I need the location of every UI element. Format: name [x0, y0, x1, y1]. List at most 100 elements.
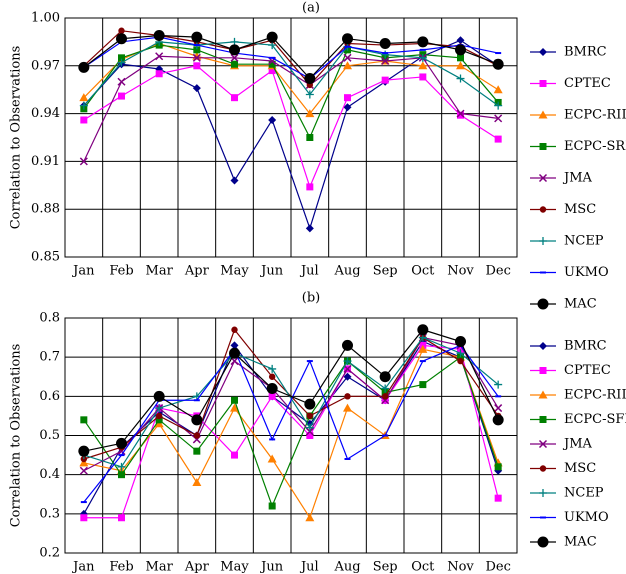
marker: [117, 77, 126, 86]
marker: [306, 183, 314, 191]
y-tick-label: 0.94: [31, 106, 60, 121]
x-tick-label: Jan: [71, 560, 95, 574]
marker: [494, 114, 503, 123]
marker: [231, 94, 238, 102]
marker: [79, 458, 89, 467]
x-tick-label: Oct: [411, 264, 435, 279]
marker: [419, 73, 427, 81]
legend-label: UKMO: [564, 510, 609, 525]
legend-marker: [538, 439, 548, 449]
marker: [494, 101, 503, 110]
marker: [155, 70, 163, 78]
marker: [455, 44, 466, 56]
y-tick-label: 0.97: [31, 58, 60, 73]
y-tick-label: 0.88: [31, 202, 60, 217]
marker: [456, 109, 465, 118]
marker: [343, 53, 352, 62]
legend-label: BMRC: [564, 45, 607, 60]
marker: [229, 347, 240, 359]
marker: [343, 61, 352, 70]
y-tick-label: 0.2: [39, 546, 60, 561]
marker: [193, 447, 201, 455]
legend-label: CPTEC: [564, 76, 611, 91]
legend-label: MSC: [564, 202, 596, 217]
legend-label: MSC: [564, 461, 596, 476]
marker: [304, 73, 316, 85]
marker: [192, 84, 201, 93]
legend-label: BMRC: [564, 339, 607, 354]
marker: [268, 67, 276, 75]
marker: [193, 46, 201, 54]
marker: [493, 85, 503, 94]
marker: [266, 383, 278, 394]
legend-label: MAC: [564, 535, 597, 550]
marker: [418, 53, 427, 62]
marker: [79, 101, 88, 110]
x-tick-label: Apr: [184, 560, 210, 574]
x-tick-label: Sep: [373, 264, 398, 279]
x-tick-label: Mar: [146, 264, 174, 279]
marker: [268, 502, 276, 510]
marker: [343, 364, 352, 373]
marker: [118, 92, 125, 100]
marker: [344, 393, 351, 400]
legend-marker: [539, 48, 547, 56]
marker: [231, 451, 238, 459]
y-tick-label: 0.7: [39, 350, 60, 365]
series-line: [83, 41, 499, 107]
y-tick-label: 0.5: [39, 428, 60, 443]
legend-marker: [537, 536, 549, 548]
legend-label: ECPC-SRM: [564, 139, 626, 154]
legend-marker: [537, 298, 549, 310]
marker: [304, 398, 316, 410]
marker: [230, 341, 239, 350]
marker: [191, 414, 203, 426]
legend-marker: [539, 342, 547, 350]
marker: [492, 414, 504, 426]
series-line: [83, 30, 499, 86]
marker: [230, 176, 239, 185]
marker: [455, 336, 466, 347]
marker: [80, 116, 88, 124]
marker: [231, 396, 238, 404]
series-line: [83, 344, 499, 503]
marker: [457, 111, 464, 119]
legend-label: ECPC-RII: [564, 388, 626, 403]
series-line: [83, 42, 499, 115]
series-line: [83, 34, 499, 80]
marker: [153, 30, 165, 42]
marker: [417, 36, 429, 48]
marker: [343, 103, 352, 112]
legend-marker: [538, 173, 548, 183]
marker: [231, 60, 238, 68]
marker: [116, 33, 127, 45]
y-tick-label: 0.85: [31, 250, 60, 265]
marker: [381, 50, 390, 59]
marker: [342, 339, 353, 351]
marker: [456, 349, 465, 358]
legend-marker: [538, 110, 548, 119]
legend-marker: [539, 206, 547, 213]
legend-label: UKMO: [564, 265, 609, 280]
legend-marker: [539, 416, 547, 423]
series-line: [83, 348, 499, 520]
legend-marker: [539, 489, 547, 497]
marker: [268, 115, 277, 124]
marker: [78, 445, 90, 457]
legend-marker: [539, 367, 547, 374]
y-axis-label: Correlation to Observations: [9, 46, 24, 230]
marker: [305, 109, 315, 118]
marker: [116, 437, 127, 449]
x-tick-label: Aug: [333, 264, 360, 279]
x-tick-label: May: [220, 264, 249, 279]
marker: [118, 514, 125, 522]
marker: [118, 27, 125, 34]
x-tick-label: Oct: [411, 560, 435, 574]
y-axis-label: Correlation to Observations: [9, 344, 24, 528]
marker: [343, 403, 352, 412]
x-tick-label: Mar: [146, 560, 174, 574]
marker: [153, 390, 165, 402]
legend-label: JMA: [562, 437, 593, 452]
marker: [305, 90, 314, 99]
